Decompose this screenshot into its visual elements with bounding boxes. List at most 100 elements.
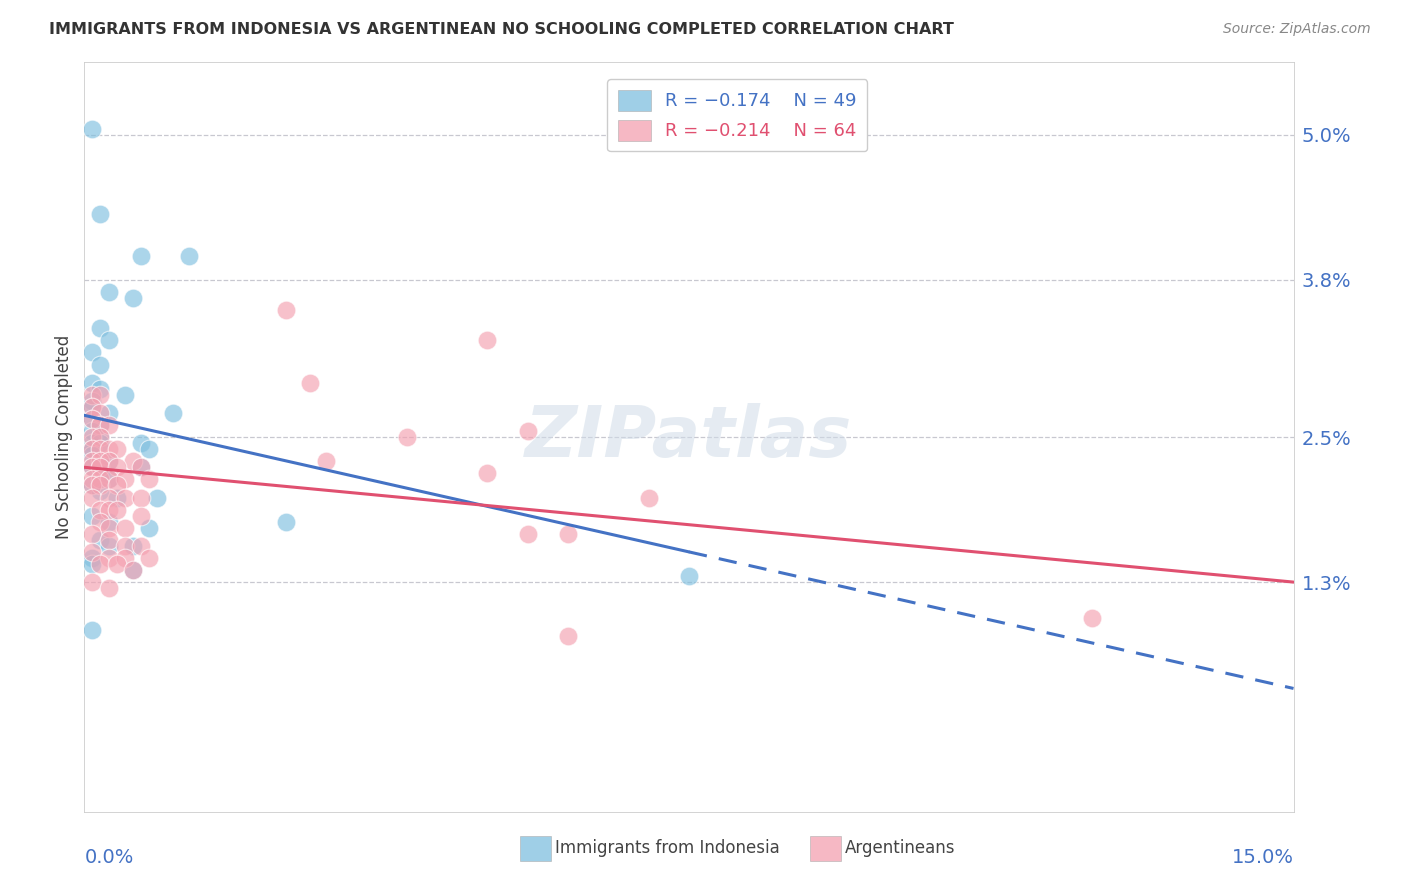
Text: ZIPatlas: ZIPatlas — [526, 402, 852, 472]
Point — [97, 550, 120, 565]
Point — [138, 442, 160, 457]
Point — [82, 442, 104, 457]
Point — [138, 550, 160, 565]
Point — [105, 502, 128, 516]
Point — [138, 472, 160, 486]
Point — [105, 478, 128, 492]
Point — [82, 345, 104, 359]
Point — [82, 376, 104, 390]
Point — [97, 406, 120, 420]
Point — [82, 460, 104, 475]
Point — [82, 442, 104, 457]
Point — [82, 424, 104, 438]
Point — [97, 502, 120, 516]
Point — [82, 472, 104, 486]
Point — [89, 206, 111, 220]
Point — [114, 472, 136, 486]
Point — [89, 430, 111, 444]
Point — [89, 382, 111, 396]
Point — [89, 417, 111, 432]
Point — [82, 412, 104, 426]
Point — [82, 526, 104, 541]
Point — [89, 515, 111, 529]
Point — [89, 478, 111, 492]
Point — [121, 563, 143, 577]
Point — [82, 412, 104, 426]
Point — [97, 417, 120, 432]
Point — [97, 472, 120, 486]
Point — [105, 557, 128, 571]
Point — [105, 460, 128, 475]
Point — [129, 539, 152, 553]
Point — [89, 460, 111, 475]
Point — [516, 424, 538, 438]
Point — [89, 502, 111, 516]
Point — [97, 334, 120, 348]
Point — [477, 467, 499, 481]
Point — [82, 393, 104, 408]
Point — [315, 454, 337, 468]
Point — [89, 358, 111, 372]
Point — [89, 454, 111, 468]
Point — [1081, 611, 1104, 625]
Point — [105, 442, 128, 457]
Point — [89, 484, 111, 499]
Text: Immigrants from Indonesia: Immigrants from Indonesia — [555, 839, 779, 857]
Text: 15.0%: 15.0% — [1232, 848, 1294, 867]
Point — [395, 430, 418, 444]
Point — [121, 539, 143, 553]
Point — [82, 478, 104, 492]
Point — [89, 467, 111, 481]
Point — [557, 526, 579, 541]
Point — [82, 436, 104, 450]
Point — [129, 460, 152, 475]
Point — [82, 448, 104, 462]
Point — [162, 406, 184, 420]
Point — [557, 630, 579, 644]
Point — [477, 334, 499, 348]
Point — [89, 436, 111, 450]
Point — [97, 472, 120, 486]
Point — [97, 581, 120, 595]
Point — [274, 303, 297, 318]
Point — [138, 521, 160, 535]
Point — [97, 491, 120, 505]
Point — [114, 388, 136, 402]
Point — [121, 291, 143, 305]
Point — [89, 417, 111, 432]
Point — [82, 460, 104, 475]
Point — [82, 557, 104, 571]
Point — [82, 491, 104, 505]
Text: Source: ZipAtlas.com: Source: ZipAtlas.com — [1223, 22, 1371, 37]
Point — [121, 454, 143, 468]
Y-axis label: No Schooling Completed: No Schooling Completed — [55, 335, 73, 539]
Point — [129, 491, 152, 505]
Point — [89, 442, 111, 457]
Point — [97, 515, 120, 529]
Point — [114, 521, 136, 535]
Point — [678, 569, 700, 583]
Point — [82, 550, 104, 565]
Point — [179, 249, 201, 263]
Point — [89, 388, 111, 402]
Point — [114, 491, 136, 505]
Point — [89, 472, 111, 486]
Legend: R = −0.174    N = 49, R = −0.214    N = 64: R = −0.174 N = 49, R = −0.214 N = 64 — [607, 79, 868, 152]
Point — [82, 122, 104, 136]
Point — [97, 442, 120, 457]
Point — [82, 430, 104, 444]
Point — [82, 478, 104, 492]
Point — [97, 539, 120, 553]
Point — [89, 454, 111, 468]
Point — [146, 491, 169, 505]
Point — [82, 400, 104, 414]
Point — [82, 388, 104, 402]
Point — [129, 508, 152, 523]
Point — [89, 430, 111, 444]
Text: Argentineans: Argentineans — [845, 839, 956, 857]
Point — [129, 436, 152, 450]
Point — [516, 526, 538, 541]
Point — [97, 454, 120, 468]
Point — [82, 575, 104, 590]
Point — [82, 508, 104, 523]
